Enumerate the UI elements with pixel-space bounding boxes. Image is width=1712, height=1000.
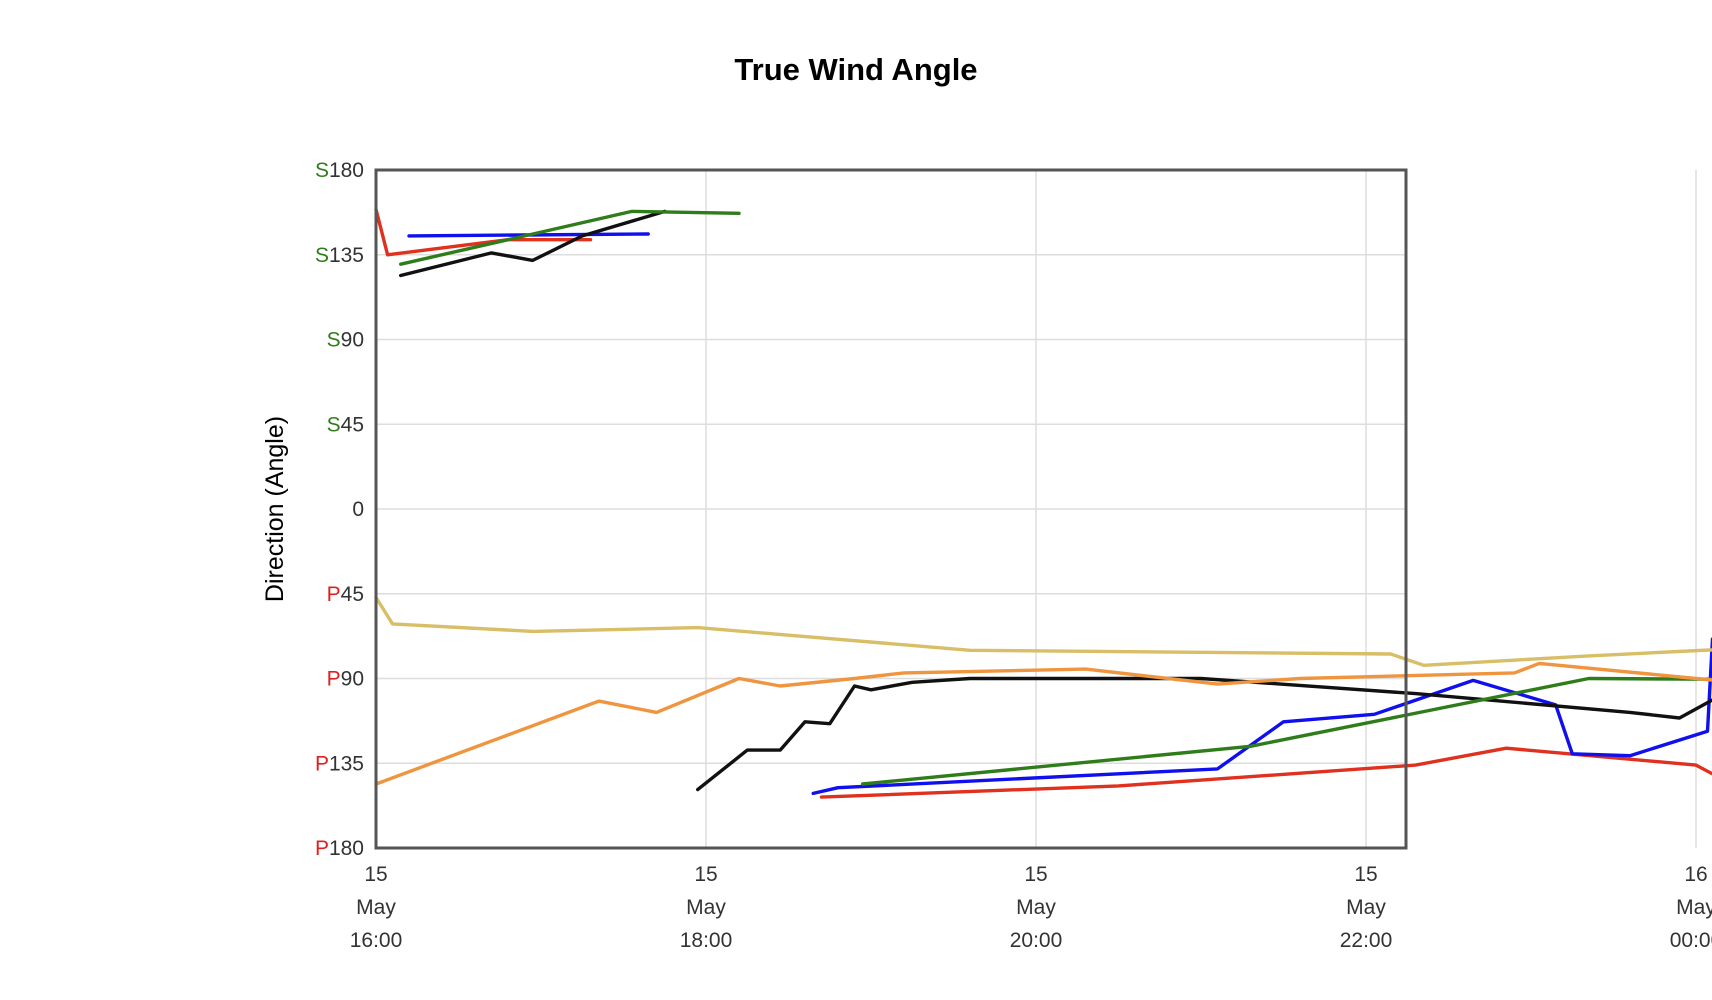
x-tick-month: May	[356, 896, 396, 919]
y-tick-value: 90	[341, 668, 364, 691]
x-tick-month: May	[1676, 896, 1712, 919]
plot-frame	[374, 168, 1408, 850]
y-tick-label: P45	[327, 583, 364, 606]
y-tick-prefix: S	[327, 413, 341, 436]
y-tick-label: 0	[352, 498, 364, 521]
y-tick-value: 135	[329, 244, 364, 267]
y-tick-label: S45	[327, 413, 364, 436]
x-tick-day: 15	[694, 863, 717, 886]
y-tick-prefix: P	[327, 668, 341, 691]
x-tick-time: 20:00	[1010, 929, 1063, 952]
y-tick-value: 180	[329, 159, 364, 182]
chart-title: True Wind Angle	[734, 52, 978, 87]
x-tick-time: 22:00	[1340, 929, 1393, 952]
series-line-blue	[811, 637, 1712, 796]
x-tick-time: 18:00	[680, 929, 733, 952]
x-tick-day: 15	[1024, 863, 1047, 886]
y-tick-prefix: P	[327, 583, 341, 606]
x-tick-time: 16:00	[350, 929, 403, 952]
y-tick-prefix: S	[327, 329, 341, 352]
x-tick-day: 16	[1684, 863, 1707, 886]
x-tick-month: May	[1346, 896, 1386, 919]
y-axis-label: Direction (Angle)	[261, 416, 289, 602]
y-tick-label: P180	[315, 837, 364, 860]
series-orange	[374, 661, 1712, 786]
series-green	[399, 209, 1712, 786]
y-tick-prefix: P	[315, 837, 329, 860]
x-tick-month: May	[1016, 896, 1056, 919]
y-tick-label: S180	[315, 159, 364, 182]
x-tick-time: 00:00	[1670, 929, 1712, 952]
series-layer	[374, 207, 1712, 799]
y-tick-value: 45	[341, 583, 364, 606]
y-tick-value: 0	[352, 498, 364, 521]
series-line-red	[819, 746, 1712, 799]
series-line-orange	[374, 661, 1712, 786]
y-tick-value: 180	[329, 837, 364, 860]
y-tick-label: S90	[327, 329, 364, 352]
series-line-tan	[374, 595, 1712, 667]
grid	[375, 169, 1697, 849]
y-tick-label: S135	[315, 244, 364, 267]
y-tick-label: P90	[327, 668, 364, 691]
y-tick-value: 135	[329, 752, 364, 775]
series-line-red	[374, 207, 593, 257]
y-tick-value: 90	[341, 329, 364, 352]
x-tick-month: May	[686, 896, 726, 919]
series-line-black	[399, 209, 667, 278]
y-tick-prefix: S	[315, 244, 329, 267]
series-line-green	[399, 209, 741, 266]
x-axis-ticks: 15 May 16:00 15 May 18:00 15 May 20:00 15 May 22:00…	[350, 863, 1712, 952]
y-tick-prefix: P	[315, 752, 329, 775]
y-tick-value: 45	[341, 413, 364, 436]
y-tick-label: P135	[315, 752, 364, 775]
x-tick-day: 15	[1354, 863, 1377, 886]
y-tick-prefix: S	[315, 159, 329, 182]
series-line-green	[861, 676, 1712, 786]
series-blue	[407, 232, 1712, 796]
series-black	[399, 209, 1712, 792]
series-red	[374, 207, 1712, 799]
series-line-black	[696, 676, 1712, 792]
x-tick-day: 15	[364, 863, 387, 886]
series-tan	[374, 595, 1712, 667]
